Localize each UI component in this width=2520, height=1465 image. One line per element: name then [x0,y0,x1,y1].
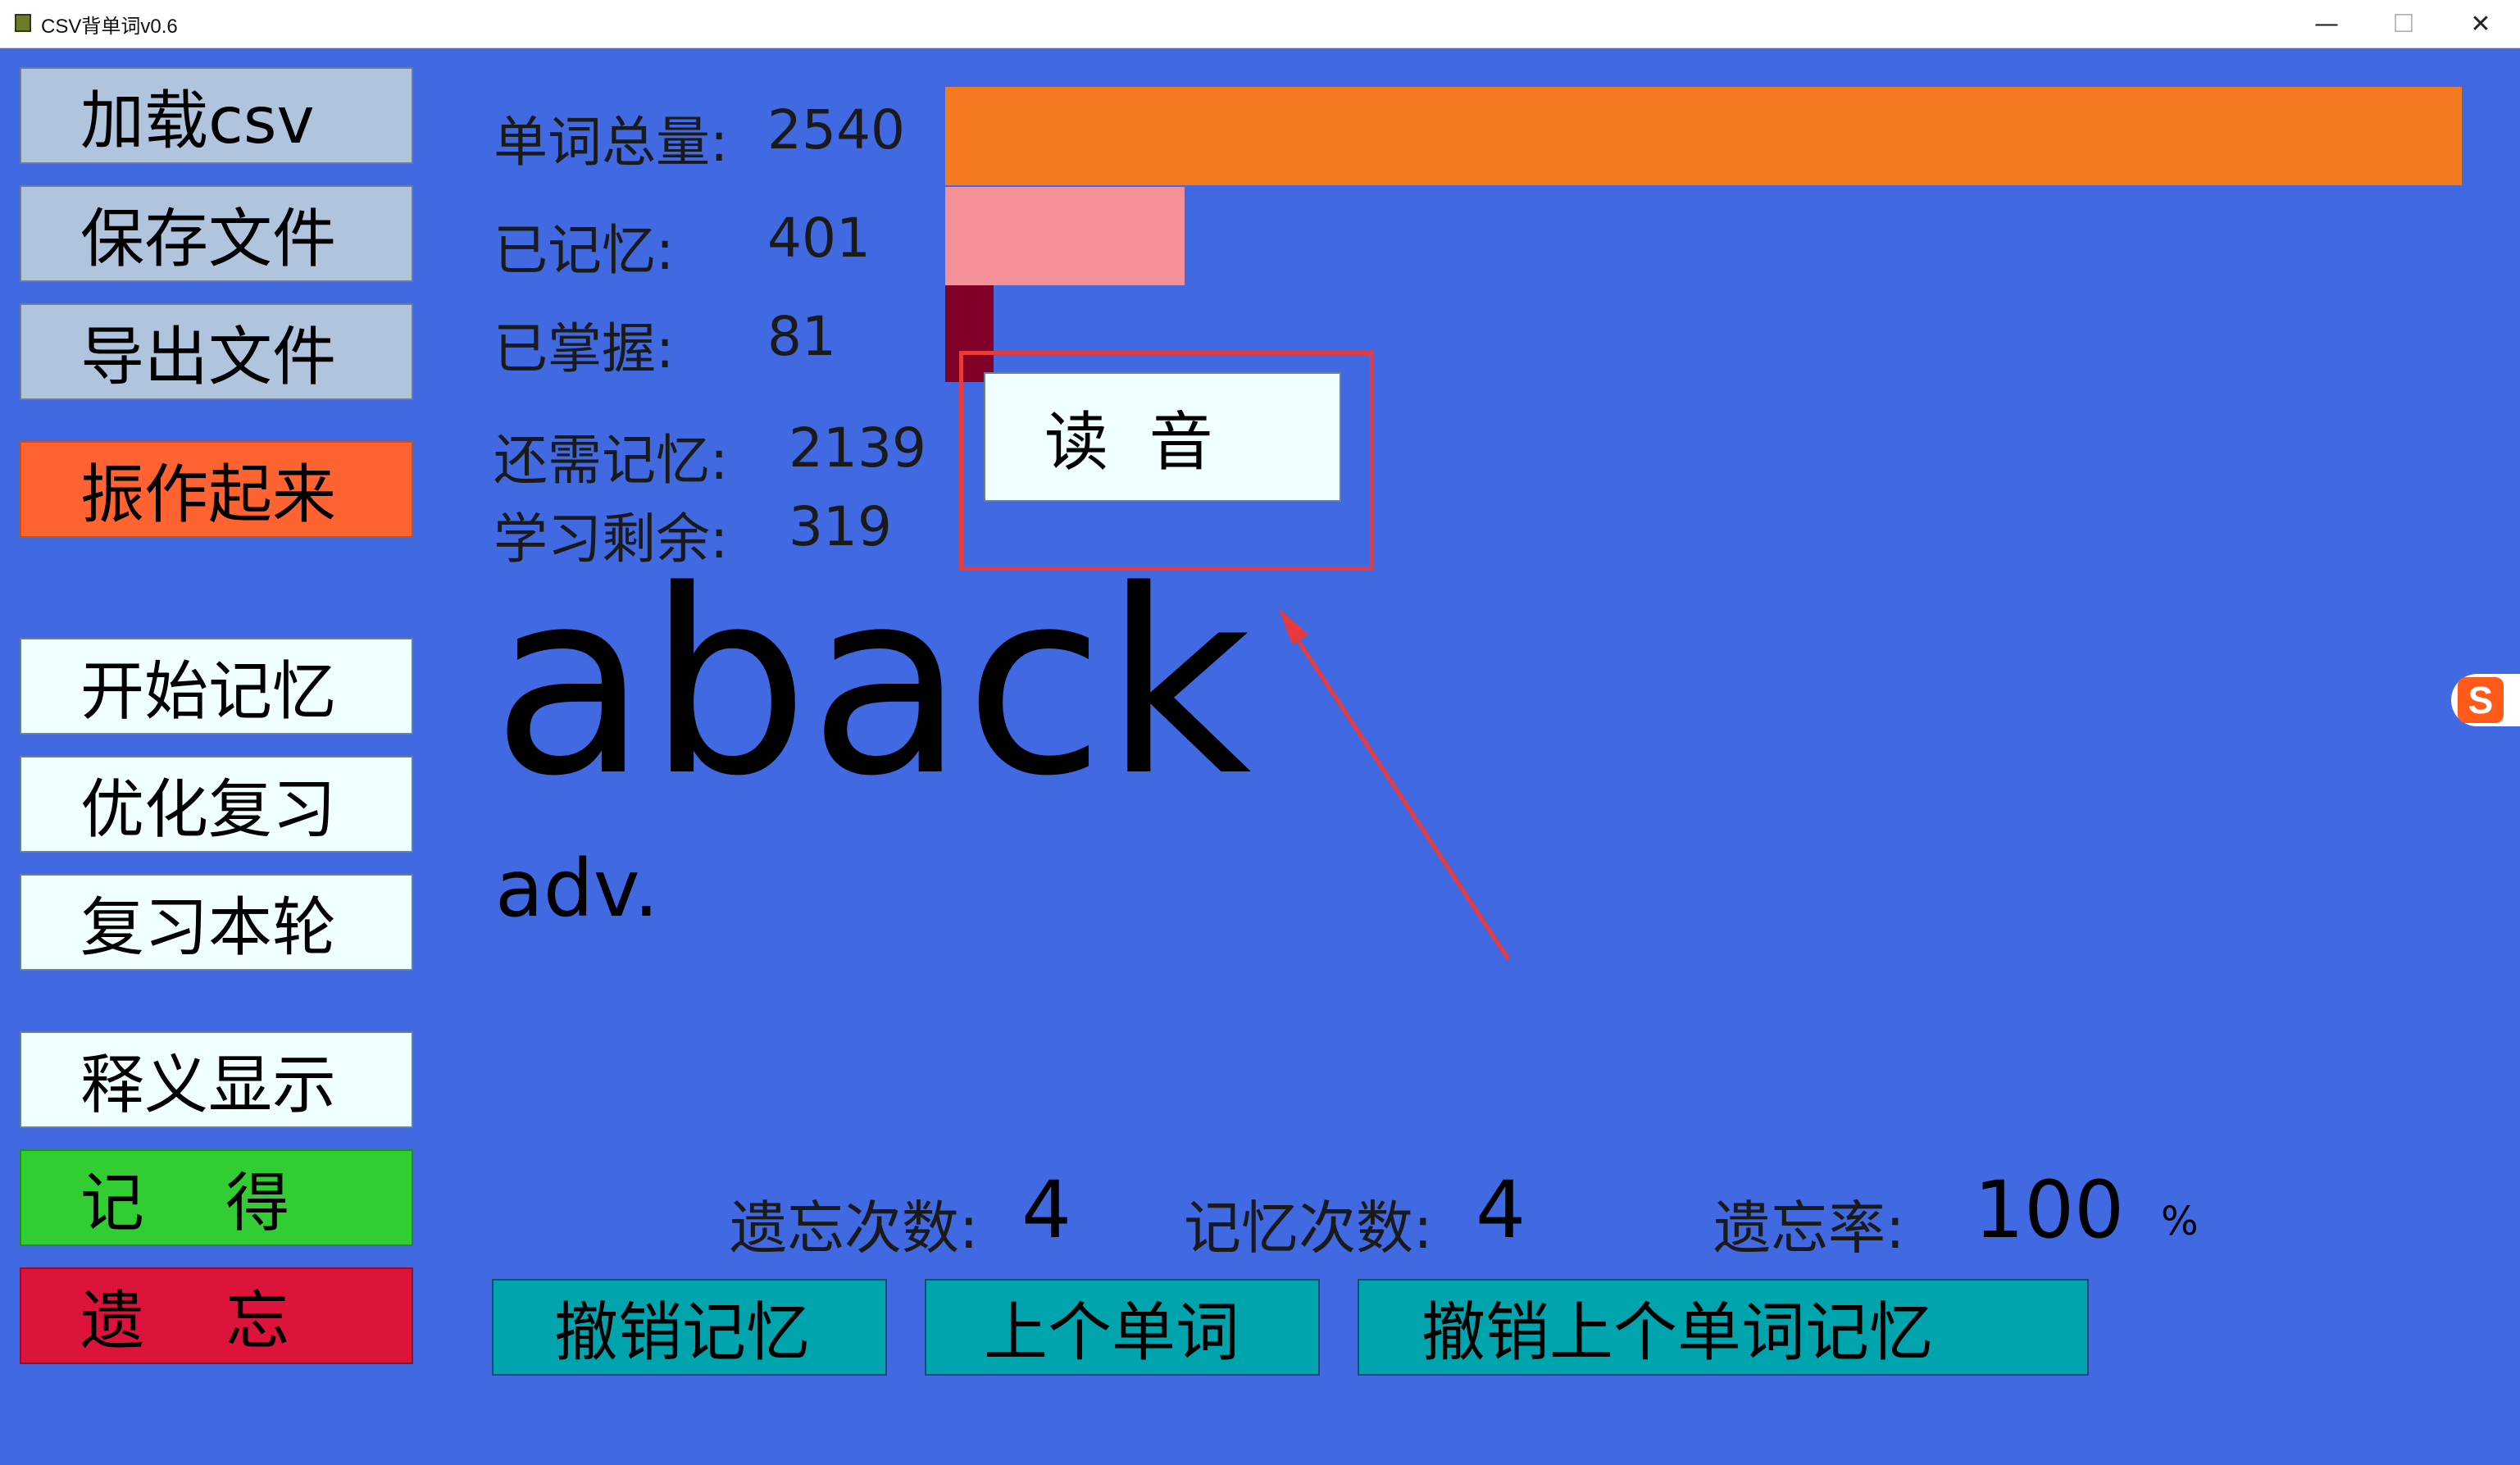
total-words-label: 单词总量: [494,111,729,174]
memorized-label: 已记忆: [494,219,675,282]
forget-button[interactable]: 遗 忘 [20,1267,413,1364]
memory-count-value: 4 [1476,1164,1526,1256]
maximize-button[interactable]: ☐ [2392,9,2415,39]
remaining-value: 2139 [789,416,926,480]
close-button[interactable]: ✕ [2470,9,2491,39]
export-file-button[interactable]: 导出文件 [20,303,413,400]
prev-word-button[interactable]: 上个单词 [925,1279,1320,1376]
memorized-progress-bar [945,187,1185,285]
cheer-up-button[interactable]: 振作起来 [20,441,413,538]
mastered-progress-bar [945,285,994,382]
undo-prev-memory-button[interactable]: 撤销上个单词记忆 [1358,1279,2089,1376]
title-bar: CSV背单词v0.6 — ☐ ✕ [0,0,2520,48]
forget-count-value: 4 [1021,1164,1072,1256]
ime-logo-icon[interactable]: S [2458,677,2504,723]
optimize-review-button[interactable]: 优化复习 [20,756,413,853]
remaining-label: 还需记忆: [494,429,729,492]
save-file-button[interactable]: 保存文件 [20,185,413,282]
app-icon [15,14,31,32]
show-meaning-button[interactable]: 释义显示 [20,1031,413,1128]
window-title: CSV背单词v0.6 [41,16,178,38]
review-round-button[interactable]: 复习本轮 [20,874,413,971]
load-csv-button[interactable]: 加载csv [20,67,413,164]
minimize-button[interactable]: — [2314,9,2339,39]
mastered-label: 已掌握: [494,317,675,380]
undo-memory-button[interactable]: 撤销记忆 [492,1279,887,1376]
speak-button[interactable]: 读 音 [984,372,1341,502]
mastered-value: 81 [767,305,836,368]
annotation-arrow-icon [1279,608,1511,961]
part-of-speech: adv. [495,843,659,935]
study-left-label: 学习剩余: [494,507,729,571]
remember-button[interactable]: 记 得 [20,1149,413,1246]
forget-rate-label: 遗忘率: [1713,1194,1905,1262]
forget-rate-unit: % [2161,1199,2199,1244]
total-progress-bar [945,87,2462,185]
speak-highlight-frame [959,351,1374,571]
memorized-value: 401 [767,207,871,270]
study-left-value: 319 [789,495,892,558]
current-word: aback [492,536,1252,832]
memory-count-label: 记忆次数: [1184,1194,1433,1262]
forget-rate-value: 100 [1974,1164,2125,1256]
total-words-value: 2540 [767,98,905,162]
start-memorize-button[interactable]: 开始记忆 [20,638,413,735]
forget-count-label: 遗忘次数: [730,1194,979,1262]
